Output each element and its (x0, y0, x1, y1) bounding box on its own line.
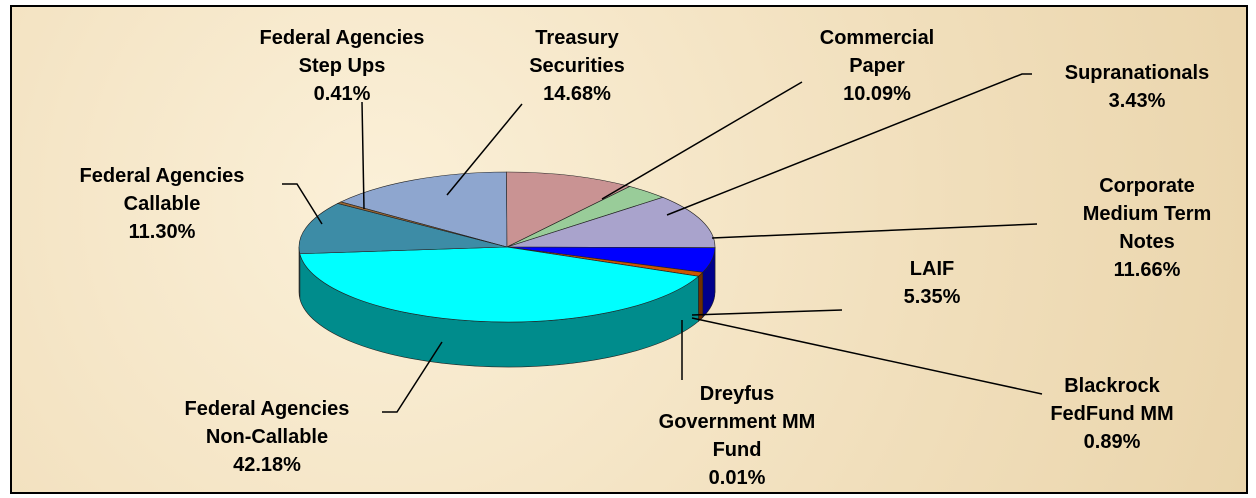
leader-line (691, 317, 1043, 395)
leader-line (282, 183, 323, 225)
value-label: 14.68% (543, 83, 611, 105)
value-label: 11.66% (1113, 259, 1181, 281)
value-label: 11.30% (128, 221, 196, 243)
pie-chart (282, 73, 1043, 413)
category-label: Blackrock FedFund MM (1050, 375, 1174, 425)
data-label: Corporate Medium Term Notes 11.66% (1067, 172, 1227, 284)
leader-line (601, 81, 803, 200)
category-label: Federal Agencies Callable (79, 165, 245, 215)
leader-line (361, 101, 365, 210)
leader-line (691, 309, 843, 316)
leader-line (446, 103, 523, 196)
category-label: Treasury Securities (529, 27, 625, 77)
slice (506, 197, 716, 248)
category-label: Dreyfus Government MM Fund (658, 383, 816, 461)
slice-side (298, 246, 301, 299)
slice (340, 171, 508, 248)
value-label: 0.41% (313, 83, 371, 105)
category-label: LAIF (909, 258, 955, 280)
category-label: Federal Agencies Non-Callable (184, 398, 350, 448)
data-label: Commercial Paper 10.09% (797, 24, 957, 108)
value-label: 3.43% (1108, 90, 1166, 112)
data-label: Dreyfus Government MM Fund 0.01% (652, 380, 822, 492)
value-label: 10.09% (843, 83, 911, 105)
data-label: Supranationals 3.43% (1037, 59, 1237, 115)
value-label: 0.01% (708, 467, 766, 489)
data-label: Federal Agencies Step Ups 0.41% (242, 24, 442, 108)
data-label: Federal Agencies Non-Callable 42.18% (167, 395, 367, 479)
chart-area: Treasury Securities 14.68% Commercial Pape… (10, 5, 1248, 494)
category-label: Corporate Medium Term Notes (1082, 175, 1212, 253)
leader-line (711, 223, 1038, 239)
category-label: Federal Agencies Step Ups (259, 27, 425, 77)
slice (299, 246, 700, 323)
value-label: 42.18% (233, 454, 301, 476)
data-label: Treasury Securities 14.68% (507, 24, 647, 108)
leader-line (382, 341, 443, 413)
data-label: Blackrock FedFund MM 0.89% (1032, 372, 1192, 456)
value-label: 5.35% (903, 286, 961, 308)
category-label: Supranationals (1064, 62, 1210, 84)
slice (298, 203, 508, 255)
data-label: LAIF 5.35% (882, 255, 982, 311)
value-label: 0.89% (1083, 431, 1141, 453)
category-label: Commercial Paper (819, 27, 935, 77)
slice (336, 201, 508, 248)
leader-line (666, 73, 1032, 216)
data-label: Federal Agencies Callable 11.30% (62, 162, 262, 246)
